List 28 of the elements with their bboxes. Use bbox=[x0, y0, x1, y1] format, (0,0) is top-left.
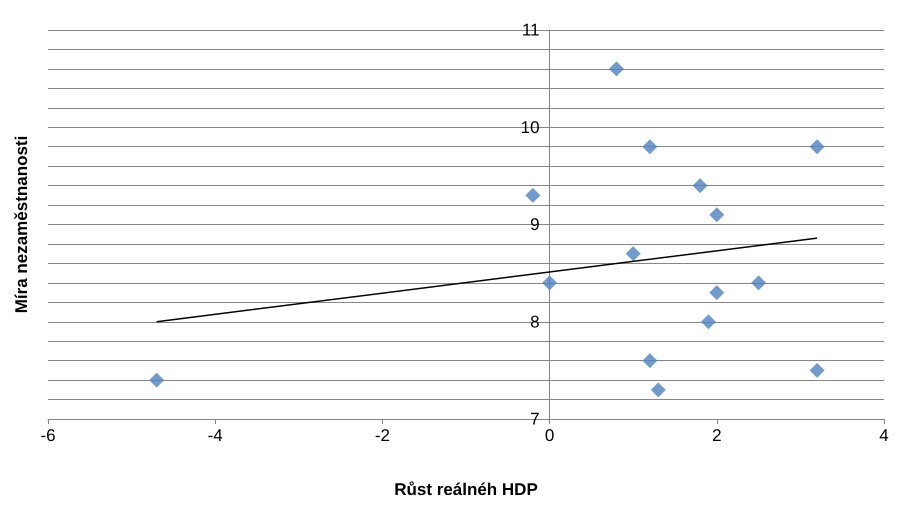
point bbox=[751, 275, 766, 290]
point bbox=[626, 246, 641, 262]
y-tick-label: 7 bbox=[530, 410, 540, 428]
point bbox=[810, 139, 825, 154]
x-axis-title: Růst reálnéh HDP bbox=[394, 480, 538, 499]
point bbox=[525, 188, 540, 203]
point bbox=[692, 178, 708, 194]
point bbox=[810, 362, 825, 378]
x-tick-label: 0 bbox=[544, 426, 554, 445]
y-tick-label: 8 bbox=[530, 312, 540, 332]
point bbox=[709, 207, 724, 222]
y-axis-title: Míra nezaměstnanosti bbox=[12, 136, 31, 314]
x-tick-label: 4 bbox=[879, 426, 889, 445]
x-tick-label: -4 bbox=[208, 426, 223, 445]
y-tick-label: 10 bbox=[520, 118, 540, 137]
point bbox=[709, 285, 724, 300]
x-tick-label: 2 bbox=[712, 426, 722, 445]
point bbox=[542, 275, 558, 290]
point bbox=[650, 382, 666, 398]
point bbox=[149, 372, 164, 388]
point bbox=[608, 61, 624, 76]
point bbox=[700, 314, 716, 330]
point bbox=[642, 353, 658, 368]
x-tick-label: -2 bbox=[374, 426, 390, 445]
x-tick-label: -6 bbox=[40, 426, 56, 445]
y-tick-label: 9 bbox=[530, 215, 540, 234]
y-tick-label: 11 bbox=[522, 20, 540, 40]
point bbox=[642, 139, 658, 154]
